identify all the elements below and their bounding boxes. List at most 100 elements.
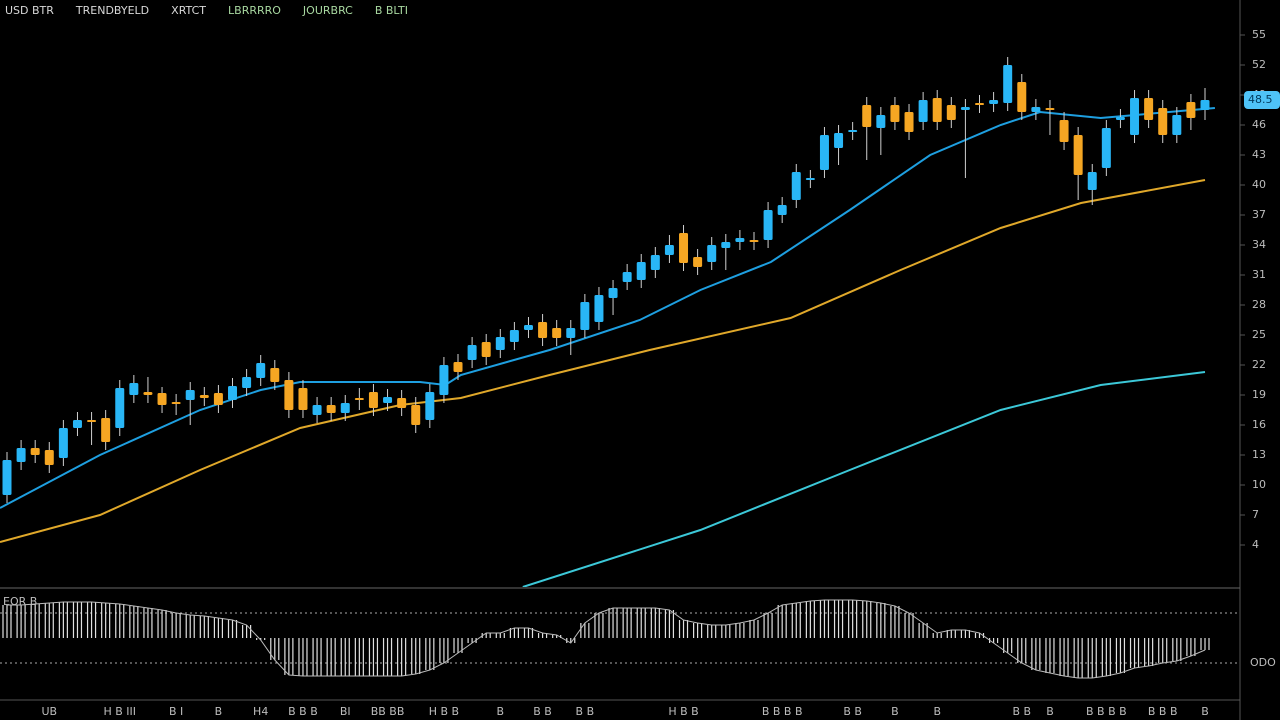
y-tick-label: 55 [1252,28,1266,41]
candle-body [425,392,435,420]
candle-body [1031,107,1041,112]
candle-body [383,397,393,403]
x-tick-label: B [497,705,505,718]
candle-body [918,100,928,122]
candle-body [650,255,660,270]
x-tick-label: B B [1012,705,1031,718]
candle-body [1172,115,1182,135]
candle-body [777,205,787,215]
x-tick-label: BB BB [371,705,405,718]
x-tick-label: B [933,705,941,718]
candle-body [890,105,900,122]
y-tick-label: 13 [1252,448,1266,461]
candle-body [819,135,829,170]
price-pane [0,57,1215,587]
candle-body [16,448,26,462]
candle-body [749,240,759,242]
candle-body [862,105,872,127]
candle-body [538,322,548,338]
candle-body [242,377,252,388]
level-label: ODO [1250,656,1276,669]
header-text: B BLTI [375,4,408,17]
candle-body [101,418,111,442]
last-price-box [1244,91,1280,109]
y-tick-label: 43 [1252,148,1266,161]
candle-body [523,325,533,330]
header-text: TRENDBYELD [75,4,149,17]
candle-body [805,178,815,180]
x-tick-label: B B [576,705,595,718]
x-tick-label: UB [41,705,57,718]
candle-body [284,380,294,410]
y-tick-label: 25 [1252,328,1266,341]
moving-average [522,371,1206,587]
candle-body [1017,82,1027,112]
candle-body [157,393,167,405]
candle-body [946,105,956,120]
y-tick-label: 7 [1252,508,1259,521]
candle-body [326,405,336,413]
candle-body [1200,100,1210,110]
candle-body [129,383,139,395]
x-tick-label: B [1201,705,1209,718]
candle-body [340,403,350,413]
candle-body [481,342,491,357]
candle-body [368,392,378,408]
candle-body [298,388,308,410]
candle-body [622,272,632,282]
candle-body [72,420,82,428]
candle-body [509,330,519,342]
candle-body [270,368,280,382]
x-tick-label: B B B [1148,705,1178,718]
candle-body [1045,108,1055,110]
y-tick-label: 10 [1252,478,1266,491]
candle-body [904,112,914,132]
x-tick-label: B [1046,705,1054,718]
x-tick-label: B B B B [1086,705,1127,718]
candle-body [411,405,421,425]
candle-body [1073,135,1083,175]
header-text: JOURBRC [302,4,353,17]
candle-body [1186,102,1196,118]
candle-body [1158,108,1168,135]
y-tick-label: 46 [1252,118,1266,131]
x-tick-label: B B [533,705,552,718]
x-tick-label: H B B [429,705,459,718]
y-tick-label: 28 [1252,298,1266,311]
candle-body [552,328,562,338]
candle-body [312,405,322,415]
candle-body [228,386,238,400]
candle-body [1101,128,1111,168]
candle-body [636,262,646,280]
candle-body [256,363,266,378]
candle-body [30,448,40,455]
y-tick-label: 34 [1252,238,1266,251]
candle-body [1003,65,1013,103]
y-tick-label: 22 [1252,358,1266,371]
last-price-label: 48.5 [1248,93,1273,106]
candle-body [679,233,689,263]
x-tick-label: B B B [288,705,318,718]
candle-body [44,450,54,465]
candle-body [58,428,68,458]
candle-body [87,420,97,422]
candle-body [834,133,844,148]
candle-body [989,100,999,104]
header-text: XRTCT [171,4,206,17]
x-tick-label: H B B [668,705,698,718]
indicator-label: EOR B [3,595,37,608]
candle-body [1087,172,1097,190]
candle-body [199,395,209,398]
candle-body [960,107,970,110]
x-tick-label: H B III [103,705,136,718]
candle-body [848,130,858,132]
y-tick-label: 31 [1252,268,1266,281]
moving-average [0,107,1215,509]
candle-body [932,98,942,122]
candle-body [608,288,618,298]
candle-body [1144,98,1154,120]
header-text: LBRRRRO [228,4,281,17]
candle-body [721,242,731,248]
